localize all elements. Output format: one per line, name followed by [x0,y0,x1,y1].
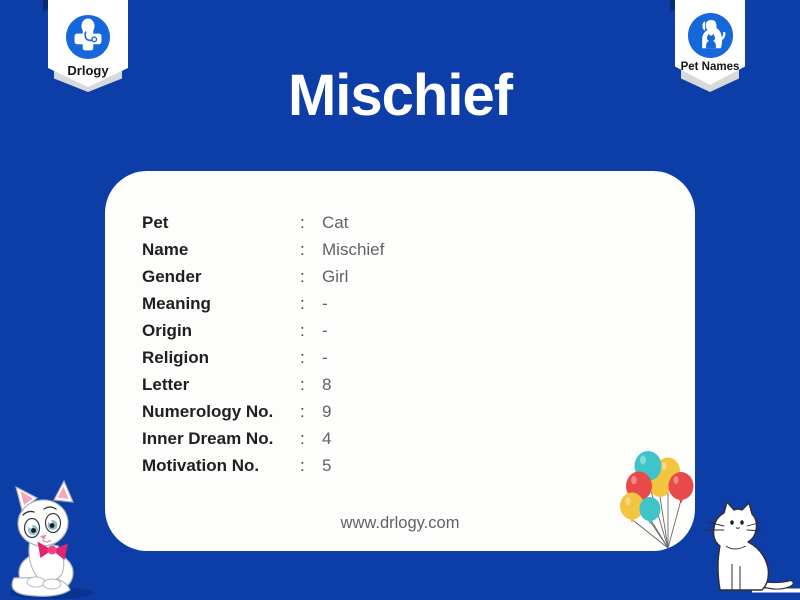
detail-value: Cat [322,212,349,232]
drlogy-badge[interactable]: Drlogy [43,0,128,92]
colon-separator: : [300,455,305,475]
detail-label: Letter [142,374,190,394]
detail-label: Meaning [142,293,211,313]
drlogy-cross-stethoscope-icon [65,14,111,60]
detail-value: - [322,320,328,340]
pet-details-card: Pet: Cat Name: Mischief Gender: Girl Meanin… [105,171,695,551]
detail-label: Name [142,239,189,259]
colon-separator: : [300,239,305,259]
detail-value: - [322,347,328,367]
colon-separator: : [300,293,305,313]
colon-separator: : [300,374,305,394]
balloons-illustration [620,451,694,549]
colon-separator: : [300,428,305,448]
detail-value: - [322,293,328,313]
detail-label: Numerology No. [142,401,274,421]
dog-and-cat-icon [687,12,734,59]
cartoon-cat-illustration [9,479,93,599]
pet-names-badge[interactable]: Pet Names [670,0,745,92]
detail-row-origin: Origin: - [142,317,384,344]
colon-separator: : [300,401,305,421]
colon-separator: : [300,212,305,232]
detail-label: Pet [142,212,169,232]
detail-label: Religion [142,347,210,367]
detail-row-motivation: Motivation No.:5 [142,452,384,479]
detail-label: Origin [142,320,193,340]
colon-separator: : [300,266,305,286]
colon-separator: : [300,320,305,340]
detail-label: Gender [142,266,202,286]
badge-label: Drlogy [67,63,109,78]
website-link[interactable]: www.drlogy.com [340,514,460,532]
colon-separator: : [300,347,305,367]
pet-details-list: Pet: Cat Name: Mischief Gender: Girl Meanin… [142,209,384,479]
detail-row-inner-dream: Inner Dream No.:4 [142,425,384,452]
detail-value: 4 [322,428,332,448]
detail-row-letter: Letter:8 [142,371,384,398]
page-title: Mischief [287,63,513,128]
badge-label: Pet Names [680,61,740,73]
detail-row-pet: Pet: Cat [142,209,384,236]
detail-value: 8 [322,374,332,394]
detail-row-religion: Religion: - [142,344,384,371]
detail-label: Motivation No. [142,455,260,475]
detail-value: Mischief [322,239,385,259]
detail-value: 9 [322,401,332,421]
detail-value: 5 [322,455,332,475]
detail-row-gender: Gender: Girl [142,263,384,290]
detail-value: Girl [322,266,349,286]
detail-row-numerology: Numerology No.:9 [142,398,384,425]
detail-label: Inner Dream No. [142,428,274,448]
detail-row-name: Name: Mischief [142,236,384,263]
line-cat-illustration [705,501,800,593]
detail-row-meaning: Meaning: - [142,290,384,317]
